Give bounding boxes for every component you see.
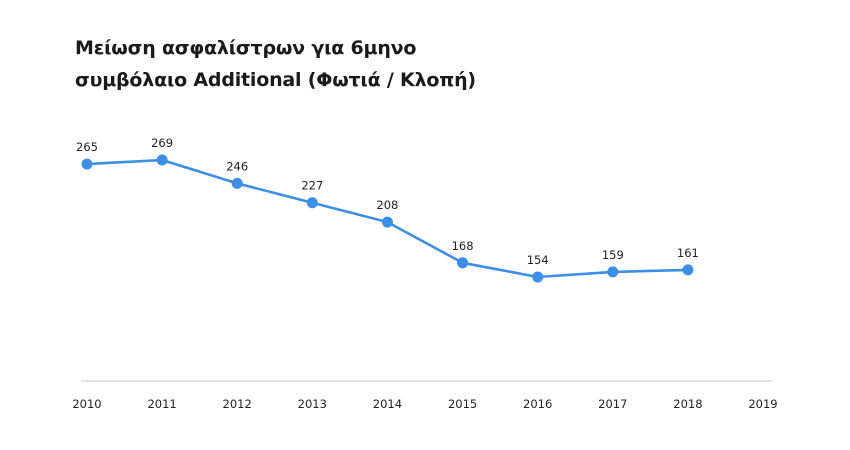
data-point-2016 bbox=[532, 271, 544, 283]
x-tick-2016: 2016 bbox=[523, 397, 552, 411]
data-point-2010 bbox=[81, 158, 93, 170]
data-label-2017: 159 bbox=[602, 248, 624, 262]
data-point-2013 bbox=[306, 197, 318, 209]
data-point-2018 bbox=[682, 264, 694, 276]
data-label-2018: 161 bbox=[677, 246, 699, 260]
data-point-2012 bbox=[231, 177, 243, 189]
data-label-2011: 269 bbox=[151, 136, 173, 150]
x-tick-2010: 2010 bbox=[72, 397, 101, 411]
x-tick-2011: 2011 bbox=[147, 397, 176, 411]
data-label-2010: 265 bbox=[76, 140, 98, 154]
x-tick-2017: 2017 bbox=[598, 397, 627, 411]
x-tick-2015: 2015 bbox=[448, 397, 477, 411]
data-label-2012: 246 bbox=[226, 159, 248, 173]
chart-title-line-1: Μείωση ασφαλίστρων για 6μηνο bbox=[75, 37, 417, 59]
data-point-2017 bbox=[607, 266, 619, 278]
x-tick-labels: 2010 2011 2012 2013 2014 2015 2016 2017 2018 2019 bbox=[72, 397, 777, 411]
data-point-2015 bbox=[457, 257, 469, 269]
data-point-2014 bbox=[381, 216, 393, 228]
x-tick-2014: 2014 bbox=[373, 397, 402, 411]
x-tick-2018: 2018 bbox=[673, 397, 702, 411]
x-tick-2019: 2019 bbox=[748, 397, 777, 411]
data-label-2014: 208 bbox=[376, 198, 398, 212]
x-tick-2013: 2013 bbox=[298, 397, 327, 411]
data-label-2016: 154 bbox=[527, 253, 549, 267]
chart-title-line-2: συμβόλαιο Additional (Φωτιά / Κλοπή) bbox=[75, 69, 476, 91]
x-tick-2012: 2012 bbox=[223, 397, 252, 411]
chart-title: Μείωση ασφαλίστρων για 6μηνο συμβόλαιο A… bbox=[75, 32, 635, 96]
series-layer: 265 269 246 227 208 168 154 159 161 bbox=[76, 136, 699, 283]
data-point-2011 bbox=[156, 154, 168, 166]
data-label-2013: 227 bbox=[301, 179, 323, 193]
data-label-2015: 168 bbox=[452, 239, 474, 253]
